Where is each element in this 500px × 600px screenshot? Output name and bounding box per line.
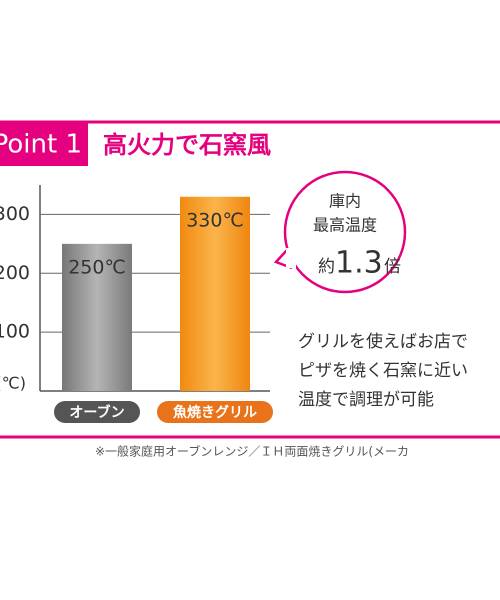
callout-line: 最高温度 xyxy=(313,216,377,235)
callout-ratio: 1.3 xyxy=(335,246,383,281)
callout-suffix: 倍 xyxy=(384,257,401,277)
bar xyxy=(62,243,132,391)
bar xyxy=(180,196,250,391)
badge: Point 1 xyxy=(0,130,82,160)
callout-mask xyxy=(286,248,296,268)
footnote: ※一般家庭用オーブンレンジ／ＩＨ両面焼きグリル(メーカ xyxy=(95,444,409,459)
frame xyxy=(0,120,500,439)
badge-bg xyxy=(0,122,88,166)
y-tick-label: 300 xyxy=(0,203,30,225)
description-line: ピザを焼く石窯に近い xyxy=(298,361,468,381)
value-label: 330℃ xyxy=(186,209,244,231)
y-tick-label: 200 xyxy=(0,262,30,284)
y-tick-label: 100 xyxy=(0,321,30,343)
chart: 100 200 300 (℃) 250℃ オーブン 330℃ 魚焼きグリル xyxy=(0,185,273,423)
category-pill xyxy=(54,401,140,423)
callout-prefix: 約 xyxy=(318,257,335,277)
x-tick-label: オーブン xyxy=(69,404,124,421)
y-axis-label: (℃) xyxy=(0,374,26,393)
value-label: 250℃ xyxy=(68,256,126,278)
category-pill xyxy=(157,401,273,423)
x-tick-label: 魚焼きグリル xyxy=(173,404,257,421)
callout-line: 庫内 xyxy=(329,192,361,211)
description-line: 温度で調理が可能 xyxy=(298,390,434,410)
title: 高火力で石窯風 xyxy=(103,131,271,159)
callout-circle xyxy=(283,170,407,294)
description-line: グリルを使えばお店で xyxy=(298,331,468,352)
